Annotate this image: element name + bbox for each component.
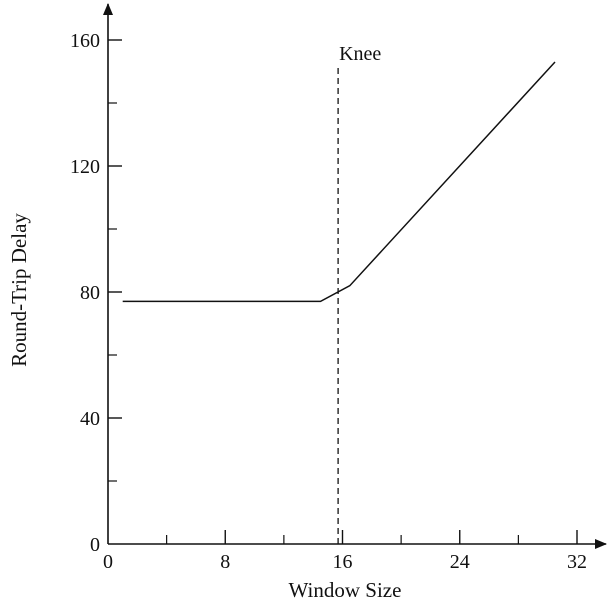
x-tick-label: 8 xyxy=(220,551,230,573)
series-line xyxy=(122,61,556,303)
x-tick-label: 16 xyxy=(333,551,353,573)
y-ticks: 0 40 80 120 160 xyxy=(70,30,122,556)
x-tick-label: 0 xyxy=(103,551,113,573)
x-axis-title: Window Size xyxy=(289,578,402,602)
y-axis-title: Round-Trip Delay xyxy=(7,213,31,367)
x-ticks: 0 8 16 24 32 xyxy=(103,530,587,573)
knee-annotation: Knee xyxy=(339,43,381,65)
y-tick-label: 80 xyxy=(80,282,100,304)
x-tick-label: 32 xyxy=(567,551,587,573)
x-tick-label: 24 xyxy=(450,551,470,573)
y-tick-label: 120 xyxy=(70,156,100,178)
y-tick-label: 160 xyxy=(70,30,100,52)
y-tick-label: 40 xyxy=(80,408,100,430)
y-tick-label: 0 xyxy=(90,534,100,556)
